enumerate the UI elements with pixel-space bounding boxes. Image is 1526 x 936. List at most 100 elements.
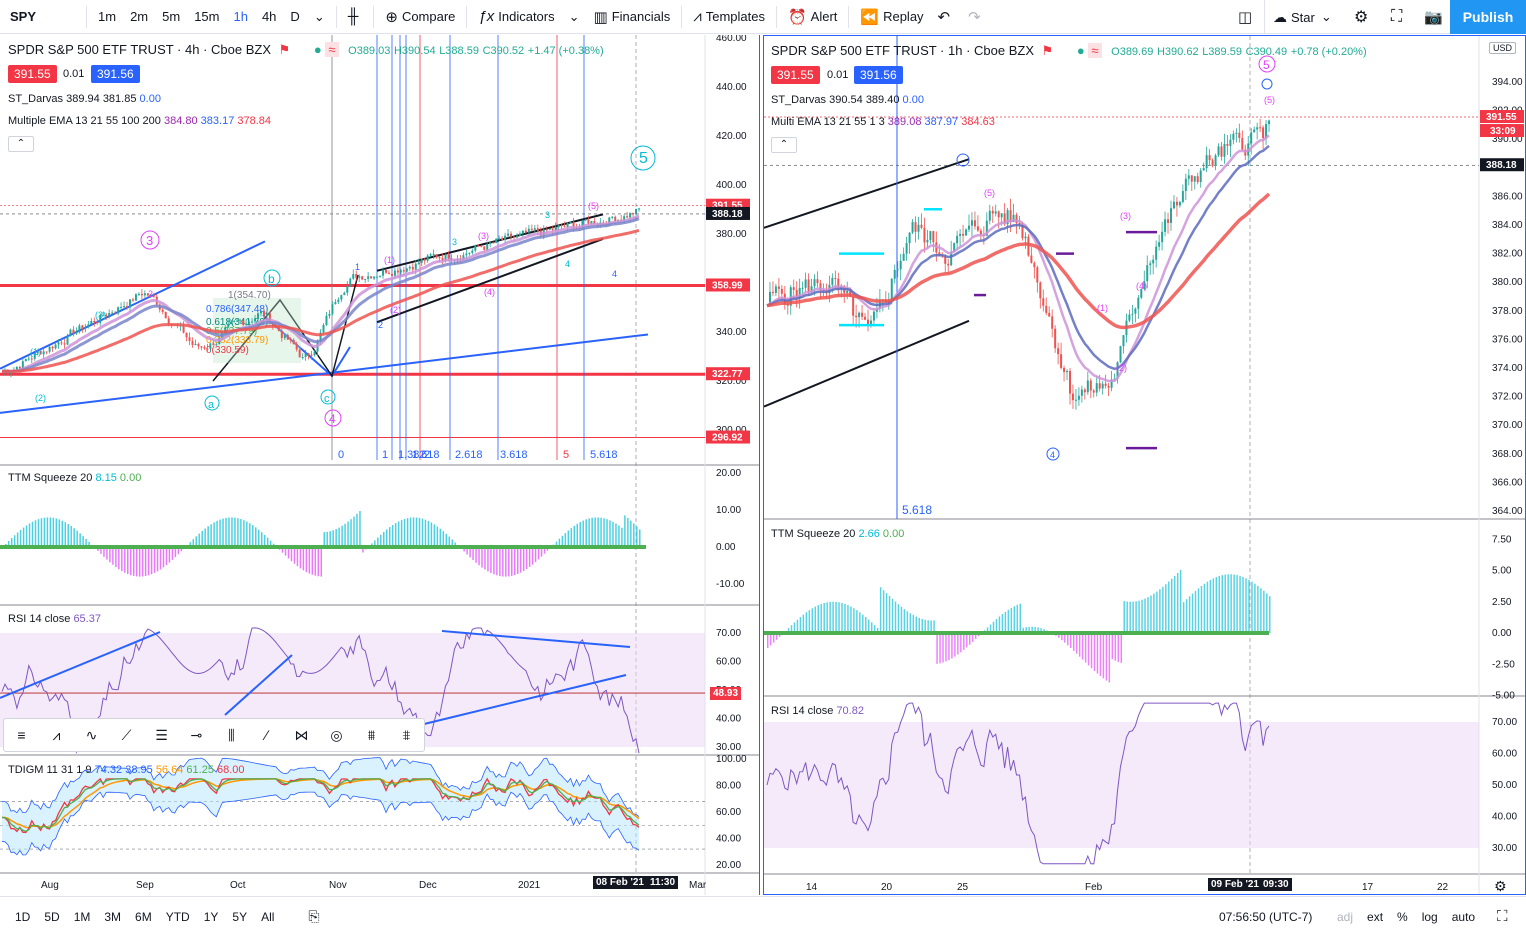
fullscreen-button[interactable]: ⛶ bbox=[1391, 0, 1402, 34]
range-1d[interactable]: 1D bbox=[15, 909, 31, 924]
squeeze-bar bbox=[1200, 585, 1203, 633]
collapse-legend-button[interactable]: ⌃ bbox=[771, 137, 797, 153]
symbol-search[interactable]: SPY bbox=[10, 9, 37, 24]
indicator-legend-darvas[interactable]: ST_Darvas 390.54 389.40 0.00 bbox=[771, 94, 924, 106]
fullscreen-button[interactable]: ⛶ bbox=[1490, 908, 1515, 925]
squeeze-bar bbox=[332, 530, 334, 547]
abc-tool[interactable]: ∿ bbox=[74, 727, 109, 744]
tdigm-legend[interactable]: TDIGM 11 31 1 9 74.32 38.95 56.64 61.25 … bbox=[8, 764, 245, 776]
fib-ext-tool[interactable]: ⩨ bbox=[389, 727, 424, 744]
interval-dropdown[interactable]: ⌄ bbox=[313, 8, 325, 24]
rsi-legend[interactable]: RSI 14 close 70.82 bbox=[771, 705, 864, 717]
layout-button[interactable]: ◫ bbox=[1238, 0, 1252, 34]
candle-body bbox=[477, 245, 480, 247]
compare-button[interactable]: ⊕ Compare bbox=[378, 0, 462, 34]
fib-tool[interactable]: ⩩ bbox=[354, 727, 389, 744]
interval-5m[interactable]: 5m bbox=[162, 9, 181, 24]
hline-tool[interactable]: ≡ bbox=[4, 727, 39, 743]
indicator-legend-darvas[interactable]: ST_Darvas 389.94 381.85 0.00 bbox=[8, 93, 161, 105]
indicator-legend-ema[interactable]: Multiple EMA 13 21 55 100 200 384.80 383… bbox=[8, 115, 271, 127]
squeeze-bar bbox=[582, 520, 584, 547]
pattern-tool[interactable]: ⋈ bbox=[284, 727, 319, 744]
interval-15m[interactable]: 15m bbox=[194, 9, 220, 24]
rsi-band bbox=[764, 722, 1479, 848]
trend-tool[interactable]: ⟋ bbox=[109, 727, 144, 744]
financials-button[interactable]: ▥ Financials bbox=[587, 0, 678, 34]
range-ytd[interactable]: YTD bbox=[165, 909, 190, 924]
interval-D[interactable]: D bbox=[290, 9, 300, 24]
replay-button[interactable]: ⏪ Replay bbox=[853, 0, 930, 34]
templates-button[interactable]: ⩘ Templates bbox=[686, 0, 772, 34]
left-chart-canvas[interactable]: 460.00440.00420.00400.00380.00340.00320.… bbox=[0, 35, 760, 895]
gann-tool[interactable]: ⫼ bbox=[214, 727, 249, 744]
range-1y[interactable]: 1Y bbox=[203, 909, 219, 924]
range-1m[interactable]: 1M bbox=[73, 909, 91, 924]
snapshot-button[interactable]: 📷 bbox=[1424, 0, 1443, 34]
chart-type-button[interactable]: ╫ bbox=[341, 0, 370, 34]
candle-body bbox=[507, 233, 510, 236]
squeeze-bar bbox=[130, 547, 132, 576]
alert-button[interactable]: ⏰ Alert bbox=[781, 0, 844, 34]
squeeze-bar bbox=[1227, 574, 1229, 633]
rsi-legend[interactable]: RSI 14 close 65.37 bbox=[8, 613, 101, 625]
squeeze-bar bbox=[499, 547, 501, 577]
fib-circle-tool[interactable]: ◎ bbox=[319, 727, 354, 744]
squeeze-bar bbox=[870, 622, 873, 633]
squeeze-legend[interactable]: TTM Squeeze 20 2.66 0.00 bbox=[771, 528, 904, 540]
candle-body bbox=[15, 366, 18, 370]
publish-button[interactable]: Publish bbox=[1450, 0, 1526, 34]
candle-body bbox=[1164, 219, 1167, 232]
channel-tool[interactable]: ☰ bbox=[144, 727, 179, 744]
right-chart-panel[interactable]: 394.00392.00390.00388.00386.00384.00382.… bbox=[763, 35, 1526, 895]
range-all[interactable]: All bbox=[261, 909, 275, 924]
indicators-dropdown[interactable]: ⌄ bbox=[568, 8, 580, 24]
candle-body bbox=[896, 269, 899, 271]
undo-button[interactable]: ↶ bbox=[931, 0, 962, 34]
range-5y[interactable]: 5Y bbox=[232, 909, 248, 924]
candle-body bbox=[432, 254, 435, 256]
scale-option-auto[interactable]: auto bbox=[1451, 909, 1476, 924]
interval-1h[interactable]: 1h bbox=[233, 9, 248, 24]
candle-body bbox=[920, 224, 923, 228]
squeeze-legend[interactable]: TTM Squeeze 20 8.15 0.00 bbox=[8, 472, 141, 484]
buy-price-box[interactable]: 391.56 bbox=[91, 65, 140, 83]
wave-tool[interactable]: ⩘ bbox=[39, 727, 74, 744]
sell-price-box[interactable]: 391.55 bbox=[771, 66, 820, 84]
redo-button[interactable]: ↷ bbox=[961, 0, 992, 34]
indicator-legend-ema[interactable]: Multi EMA 13 21 55 1 3 389.08 387.97 384… bbox=[771, 116, 995, 128]
squeeze-bar bbox=[141, 547, 144, 577]
scale-option-adj[interactable]: adj bbox=[1337, 909, 1354, 924]
right-chart-canvas[interactable]: 394.00392.00390.00388.00386.00384.00382.… bbox=[764, 36, 1526, 895]
price-line-tool[interactable]: ⊸ bbox=[179, 727, 214, 744]
range-5d[interactable]: 5D bbox=[44, 909, 60, 924]
scale-option-log[interactable]: log bbox=[1421, 909, 1438, 924]
interval-2m[interactable]: 2m bbox=[130, 9, 149, 24]
buy-price-box[interactable]: 391.56 bbox=[854, 66, 903, 84]
star-button[interactable]: ☁ Star ⌄ bbox=[1264, 0, 1346, 34]
scale-option-ext[interactable]: ext bbox=[1367, 909, 1384, 924]
squeeze-bar bbox=[1153, 593, 1155, 633]
indicators-button[interactable]: ƒx Indicators bbox=[471, 0, 561, 34]
clock[interactable]: 07:56:50 (UTC-7) bbox=[1219, 909, 1313, 924]
time-axis-settings-button[interactable]: ⚙ bbox=[1494, 878, 1507, 894]
squeeze-bar bbox=[787, 628, 790, 633]
candle-body bbox=[1158, 242, 1161, 247]
currency-badge[interactable]: USD bbox=[1489, 42, 1517, 54]
range-6m[interactable]: 6M bbox=[135, 909, 152, 924]
candle-body bbox=[283, 334, 286, 339]
left-chart-panel[interactable]: 460.00 440.00 420.00 400.00 380.00 340.00 320.… bbox=[0, 35, 760, 895]
interval-4h[interactable]: 4h bbox=[261, 9, 277, 24]
sell-price-box[interactable]: 391.55 bbox=[8, 65, 57, 83]
scale-option-percent[interactable]: % bbox=[1397, 909, 1408, 924]
range-3m[interactable]: 3M bbox=[104, 909, 122, 924]
ray-tool[interactable]: ∕ bbox=[249, 727, 284, 743]
squeeze-bar bbox=[323, 532, 325, 547]
interval-1m[interactable]: 1m bbox=[98, 9, 117, 24]
spread-value: 0.01 bbox=[63, 68, 85, 80]
squeeze-bar bbox=[814, 606, 817, 633]
settings-button[interactable]: ⚙ bbox=[1354, 0, 1368, 34]
collapse-legend-button[interactable]: ⌃ bbox=[8, 136, 34, 152]
goto-date-button[interactable]: ⎘ bbox=[301, 908, 326, 925]
candle-body bbox=[545, 229, 548, 231]
candle-body bbox=[438, 257, 441, 259]
